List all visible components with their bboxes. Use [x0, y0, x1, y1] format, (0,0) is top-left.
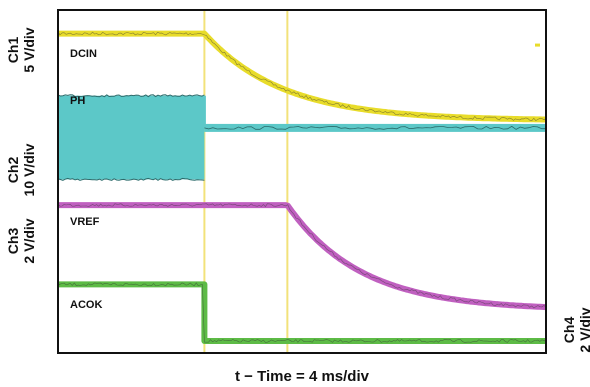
- series-dcin: [57, 30, 547, 123]
- ch2-label: Ch2: [5, 157, 21, 184]
- label-ph: PH: [70, 95, 85, 107]
- x-axis-label: t − Time = 4 ms/div: [235, 368, 370, 385]
- series-acok: [57, 281, 547, 344]
- waveforms: [57, 30, 547, 344]
- trace-acok: [57, 281, 547, 344]
- ch4-scale: 2 V/div: [577, 307, 590, 352]
- trace-vref: [57, 202, 547, 311]
- ch3-label: Ch3: [5, 228, 21, 255]
- cursor-lines: [203, 10, 289, 353]
- axis-label-ch2: Ch2 10 V/div: [5, 143, 37, 196]
- series-vref: [57, 202, 547, 311]
- ch4-label: Ch4: [561, 317, 577, 344]
- waveform-labels: DCIN PH VREF ACOK: [70, 48, 102, 311]
- plot-frame: [57, 9, 547, 354]
- label-dcin: DCIN: [70, 48, 97, 60]
- ph-switching-band: [58, 95, 205, 180]
- ch1-label: Ch1: [5, 37, 21, 64]
- ph-flat-trace: [204, 123, 546, 132]
- label-vref: VREF: [70, 216, 100, 228]
- series-ph: [57, 94, 546, 181]
- ch1-offset-marker: [535, 43, 540, 47]
- ch1-scale: 5 V/div: [21, 27, 37, 72]
- ch3-scale: 2 V/div: [21, 218, 37, 263]
- axis-label-ch3: Ch3 2 V/div: [5, 218, 37, 263]
- ch2-scale: 10 V/div: [21, 143, 37, 196]
- label-acok: ACOK: [70, 299, 102, 311]
- trace-dcin: [57, 30, 547, 123]
- axis-label-ch4: Ch42 V/div: [561, 307, 590, 352]
- axis-label-ch1: Ch1 5 V/div: [5, 27, 37, 72]
